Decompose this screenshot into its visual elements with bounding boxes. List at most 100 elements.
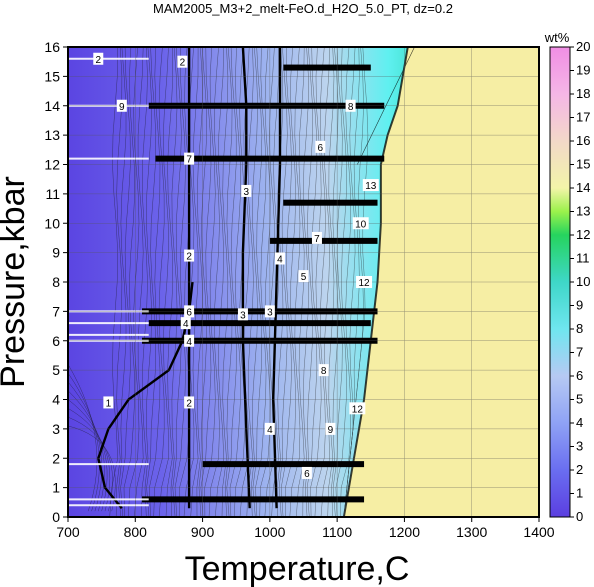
contour-label: 2 [93,52,104,66]
y-tick-label: 13 [44,127,60,143]
colorbar-tick-label: 2 [576,462,583,477]
x-axis-title: Temperature,C [185,550,410,587]
contour-gap [68,504,149,507]
contour-label-box [345,99,356,112]
contour-label-box [356,276,373,288]
contour-label-text: 1 [106,398,112,409]
grid-lines [68,47,539,517]
contour-label-text: 4 [186,337,192,348]
colorbar-tick-label: 11 [576,251,590,266]
colorbar-tick-label: 14 [576,180,590,195]
fine-contour [68,364,98,512]
contour-label: 8 [318,364,329,377]
colorbar-tick-label: 8 [576,321,583,336]
contour-label-box [116,99,127,112]
fine-contour [68,381,103,512]
contour-label-box [315,140,326,153]
contour-label-text: 4 [267,425,273,436]
x-tick-label: 900 [191,524,215,540]
contour-label-text: 3 [240,310,246,321]
y-tick-label: 1 [52,480,60,496]
contour-label: 6 [184,305,195,318]
contour-gap [68,157,149,160]
y-tick-label: 8 [52,274,60,290]
contour-label-box [237,308,248,321]
y-tick-label: 0 [52,509,60,525]
colorbar-tick-label: 3 [576,439,583,454]
colorbar-tick-label: 7 [576,345,583,360]
contour-label-text: 10 [355,219,367,230]
contour-label-box [180,317,191,330]
colorbar-tick-label: 16 [576,133,590,148]
y-tick-label: 12 [44,157,60,173]
fine-contour [68,408,111,512]
fine-contour [68,425,116,512]
contour-band [283,199,378,206]
y-tick-label: 16 [44,39,60,55]
colorbar-tick-label: 6 [576,368,583,383]
contour-label-text: 3 [267,307,273,318]
y-tick-label: 7 [52,303,60,319]
contour-label-text: 6 [186,307,192,318]
contour-label: 6 [315,140,326,154]
contour-label-box [184,305,195,318]
colorbar-tick-label: 0 [576,509,583,524]
colorbar-gradient [549,46,571,518]
fine-contour [68,372,100,512]
y-tick-label: 9 [52,245,60,261]
contour-band [269,237,378,244]
contour-label-box [264,305,275,318]
contour-label: 7 [184,152,195,166]
x-tick-label: 1300 [456,524,487,540]
contour-label-box [325,422,336,435]
contour-label: 2 [184,249,195,263]
contour-gap [68,322,149,325]
contour-label: 2 [184,396,195,409]
contour-label-text: 6 [318,143,324,154]
x-tick-label: 1000 [254,524,285,540]
contour-label-text: 12 [352,404,364,415]
contour-label-box [93,52,104,65]
x-tick-label: 1400 [523,524,554,540]
colorbar-tick-label: 13 [576,204,590,219]
contour-label-text: 2 [186,252,192,263]
colorbar-tick-label: 5 [576,392,583,407]
contour-label: 3 [241,184,252,198]
contour-label: 12 [349,402,366,415]
contour-label-text: 6 [304,469,310,480]
contour-label: 7 [311,231,322,245]
contour-label-box [298,270,309,283]
contour-label-text: 2 [186,398,192,409]
contour-label-box [264,422,275,435]
colorbar-tick-label: 18 [576,86,590,101]
colorbar-tick-label: 9 [576,298,583,313]
contour-gap [68,57,149,60]
y-axis-title: Pressure,kbar [0,176,32,388]
contour-label: 2 [177,55,188,69]
contour-label: 6 [301,466,312,480]
contour-label: 4 [264,422,275,436]
contour-label-text: 8 [348,102,354,113]
contour-band [283,64,371,71]
colorbar-tick-label: 1 [576,486,583,501]
contour-label-box [184,396,195,409]
contour-label-text: 9 [119,102,125,113]
colorbar-title: wt% [544,30,570,45]
x-tick-label: 800 [124,524,148,540]
contour-label: 9 [116,99,127,113]
chart-title: MAM2005_M3+2_melt-FeO.d_H2O_5.0_PT, dz=0… [153,1,453,16]
contour-label-text: 2 [180,58,186,69]
contour-label: 3 [264,305,275,318]
contour-label: 4 [184,334,195,348]
colorbar-tick-label: 20 [576,39,590,54]
contour-label-box [103,396,114,409]
fine-contour [68,399,108,512]
y-tick-label: 10 [44,215,60,231]
contour-label-box [318,364,329,377]
contour-label-box [184,152,195,165]
x-tick-label: 1200 [389,524,420,540]
